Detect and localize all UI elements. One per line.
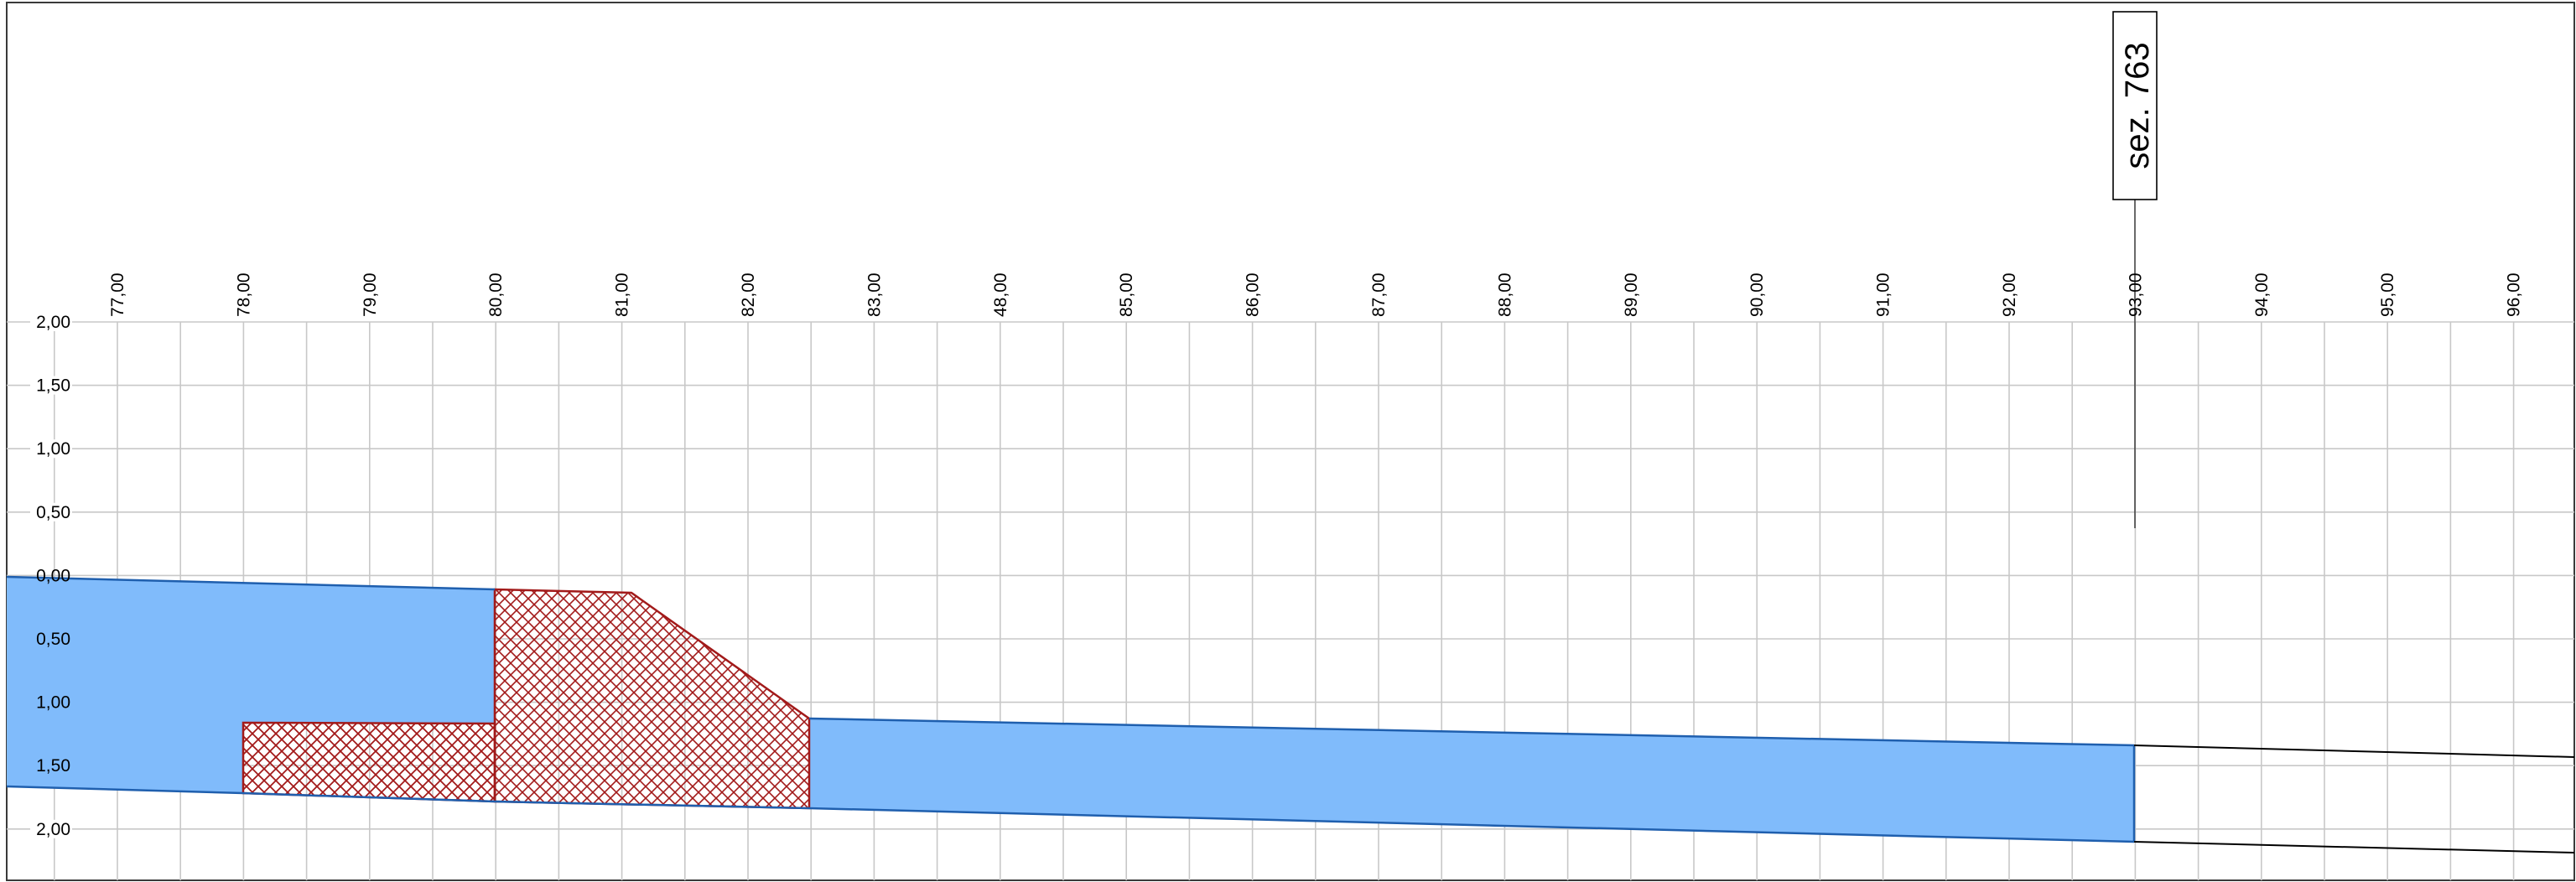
station-label: 92,00 <box>2000 272 2019 317</box>
section-marker-label: sez. 763 <box>2119 42 2156 169</box>
hatched-block-main <box>493 588 811 810</box>
hatched-block-step <box>242 721 496 803</box>
station-label: 78,00 <box>234 272 253 317</box>
elevation-label-bg <box>30 439 72 459</box>
blue-fill-area-right <box>809 719 2134 842</box>
station-label: 77,00 <box>108 272 127 317</box>
elevation-label: 0,00 <box>36 566 70 585</box>
elevation-label-bg <box>30 819 72 838</box>
axis-labels: 77,00 78,00 79,00 80,00 81,00 82,00 83,00 48,00… <box>30 272 2524 839</box>
drawing-frame <box>6 2 2575 881</box>
station-label: 87,00 <box>1369 272 1389 317</box>
station-label: 90,00 <box>1748 272 1767 317</box>
station-label: 95,00 <box>2378 272 2397 317</box>
elevation-label-bg <box>30 502 72 521</box>
elevation-label: 1,50 <box>36 376 70 396</box>
elevation-label: 1,00 <box>36 693 70 713</box>
section-marker-box <box>2112 11 2158 200</box>
station-label: 96,00 <box>2505 272 2524 317</box>
station-label: 85,00 <box>1117 272 1136 317</box>
elevation-label: 2,00 <box>36 820 70 839</box>
station-label: 86,00 <box>1244 272 1263 317</box>
elevation-label-bg <box>30 376 72 395</box>
station-label: 81,00 <box>613 272 632 317</box>
station-label: 80,00 <box>486 272 506 317</box>
ground-line-upper <box>6 575 496 591</box>
station-label: 94,00 <box>2252 272 2272 317</box>
ground-line-right-upper <box>808 717 2135 747</box>
station-label: 91,00 <box>1874 272 1893 317</box>
station-label: 93,00 <box>2126 272 2145 317</box>
station-label: 48,00 <box>991 272 1010 317</box>
elevation-label-bg <box>30 313 72 331</box>
elevation-label: 1,00 <box>36 439 70 459</box>
station-label: 79,00 <box>361 272 380 317</box>
station-label: 88,00 <box>1495 272 1514 317</box>
ground-line-lower <box>6 785 2135 843</box>
blue-fill-area <box>7 577 495 793</box>
black-line-upper <box>2133 745 2575 758</box>
station-label: 82,00 <box>739 272 758 317</box>
elevation-label: 0,50 <box>36 503 70 522</box>
station-label: 83,00 <box>865 272 884 317</box>
black-line-lower <box>2133 841 2575 853</box>
elevation-label: 0,50 <box>36 630 70 649</box>
elevation-label: 1,50 <box>36 756 70 776</box>
station-label: 89,00 <box>1622 272 1641 317</box>
elevation-label: 2,00 <box>36 313 70 332</box>
